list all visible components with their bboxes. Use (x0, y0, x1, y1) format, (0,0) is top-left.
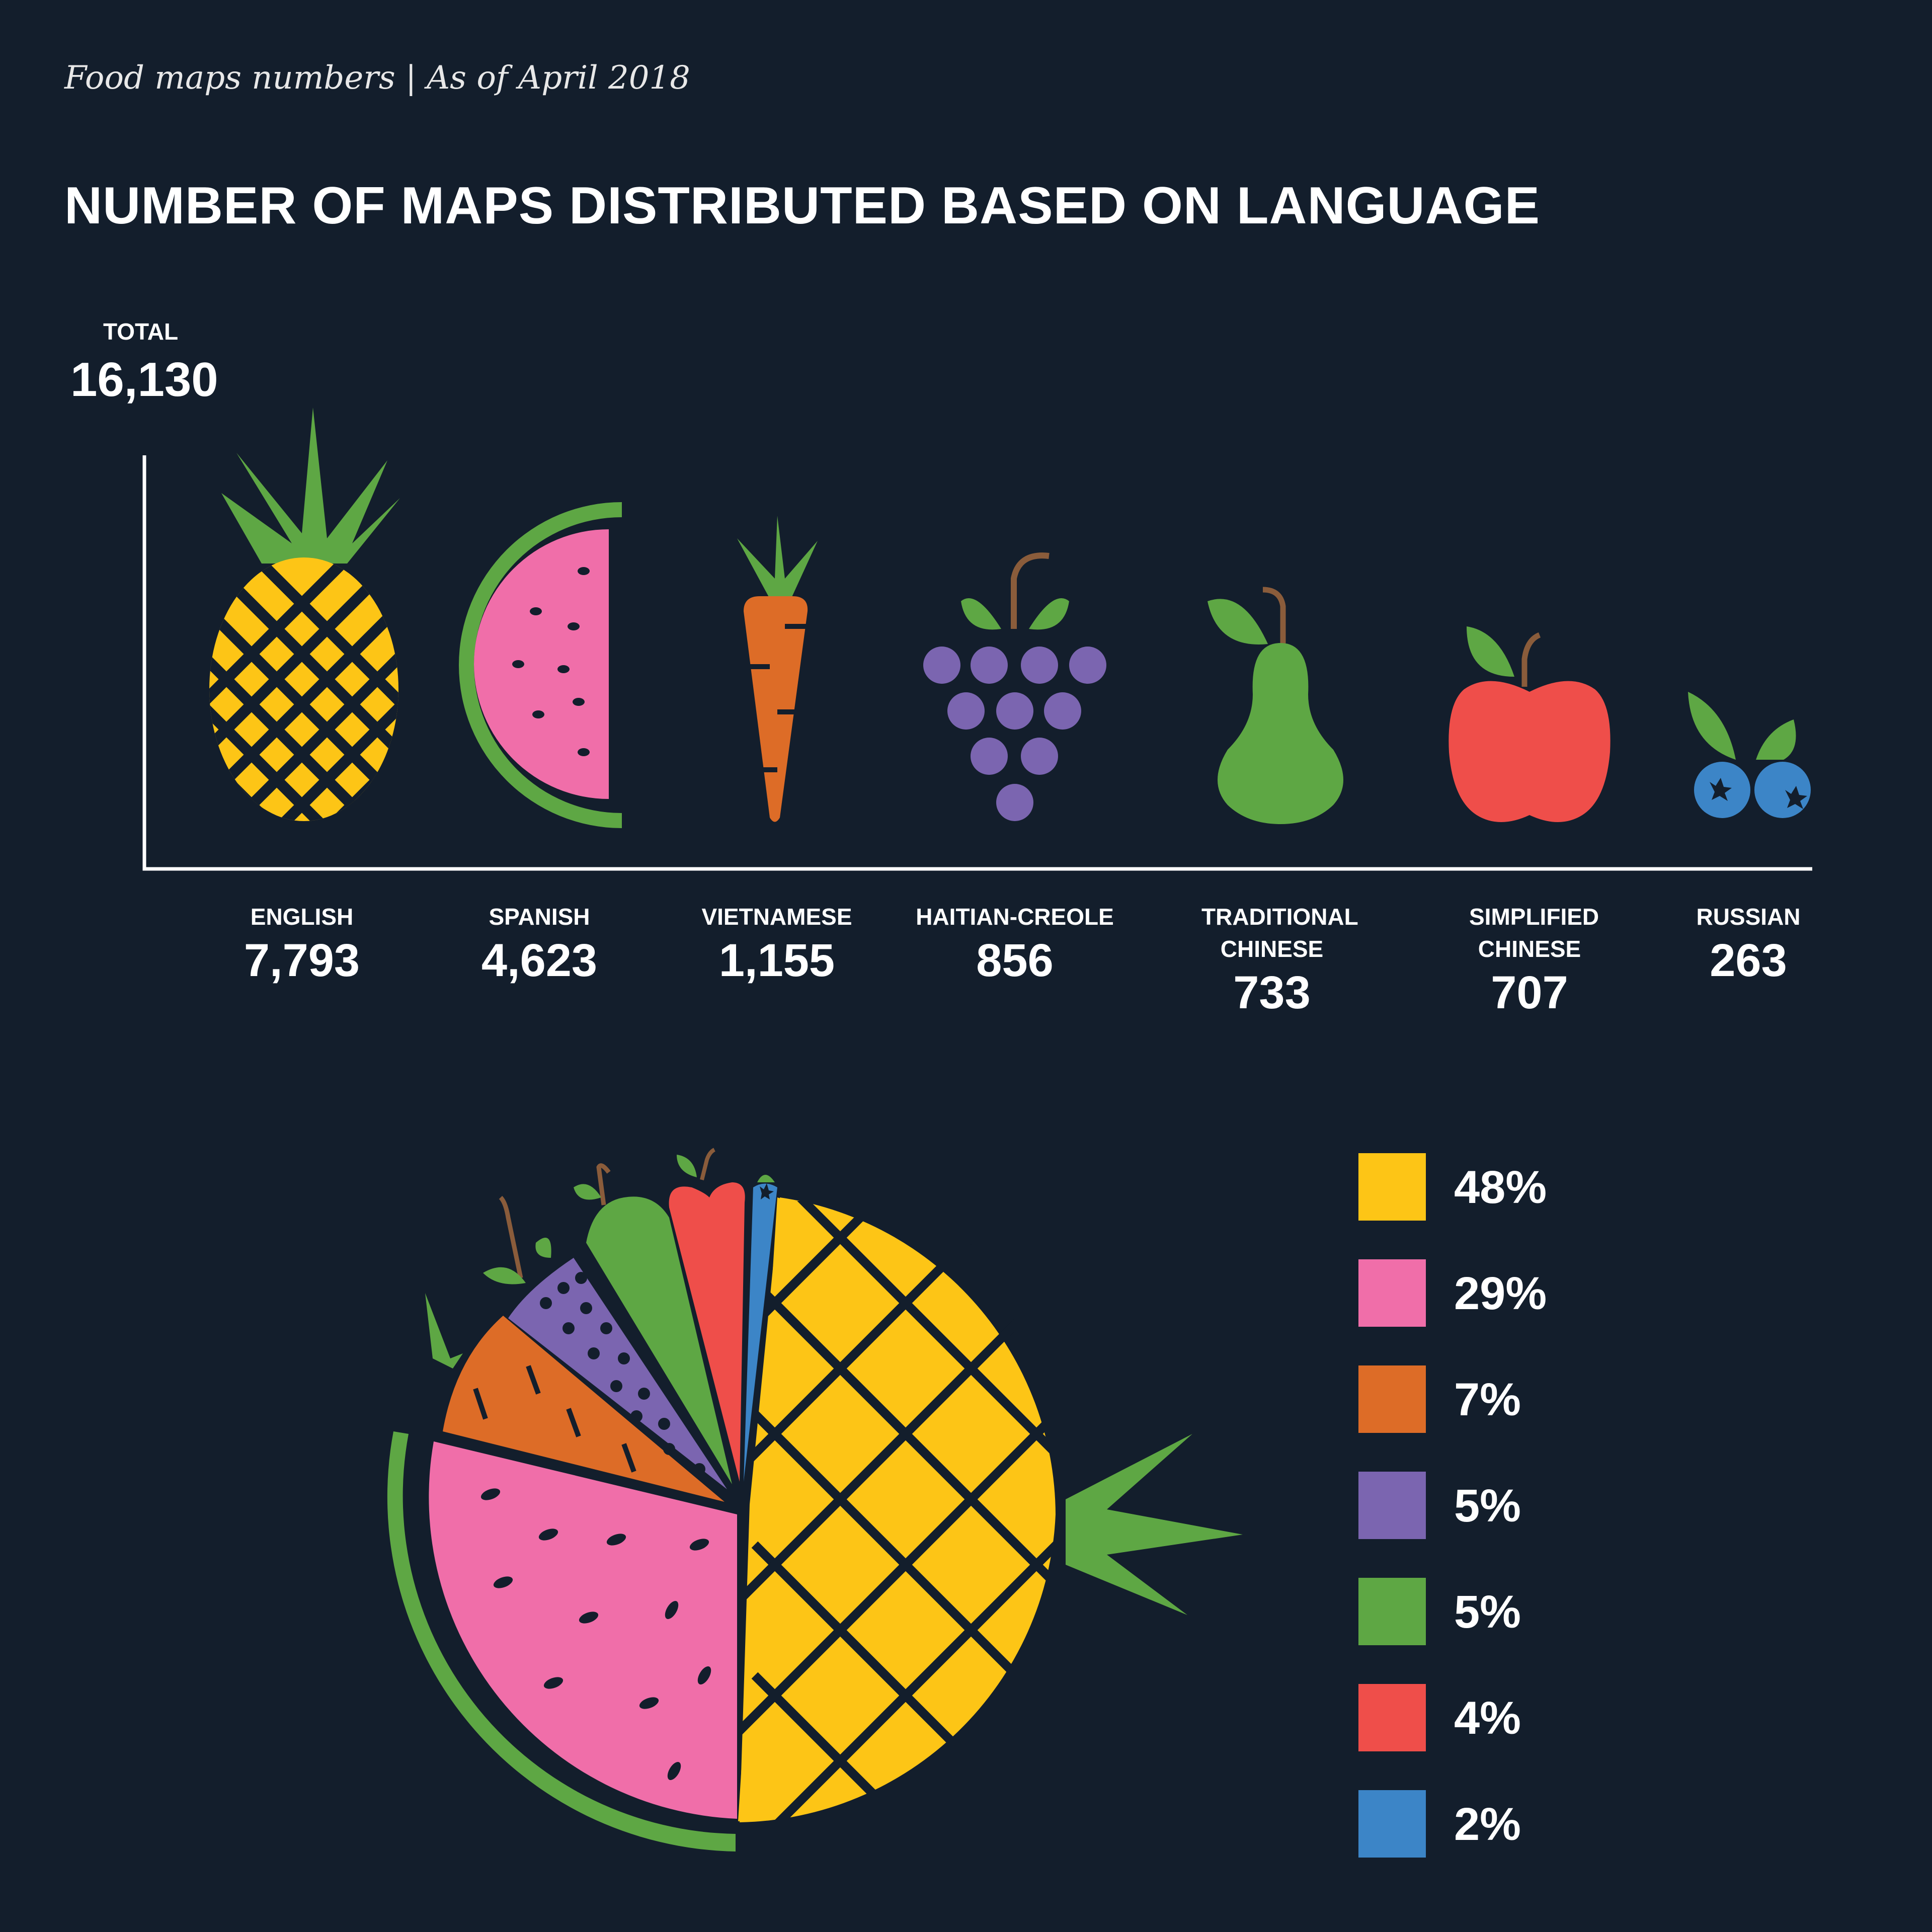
pie-slice-simplified-chinese (669, 1182, 745, 1482)
subtitle: Food maps numbers | As of April 2018 (64, 59, 690, 97)
carrot-icon (737, 516, 818, 822)
legend-label: 2% (1454, 1799, 1521, 1850)
apple-icon (1448, 626, 1611, 822)
legend-item: 48% (1358, 1153, 1660, 1221)
category-value: 1,155 (718, 935, 835, 986)
legend-swatch (1358, 1790, 1426, 1858)
pie-grape-dots (540, 1272, 705, 1475)
legend-item: 4% (1358, 1684, 1660, 1752)
pie-slice-english-body (740, 1197, 1056, 1822)
legend-item: 29% (1358, 1259, 1660, 1327)
axis-lines (142, 455, 1812, 871)
pie-pineapple-leaves (1066, 1434, 1243, 1615)
pie-grapes-stem (499, 1195, 523, 1278)
legend-label: 29% (1454, 1268, 1547, 1319)
legend-item: 2% (1358, 1790, 1660, 1858)
pineapple-icon (209, 408, 400, 821)
total-value: 16,130 (70, 353, 218, 407)
legend-label: 4% (1454, 1693, 1521, 1744)
category-value: 856 (976, 935, 1054, 986)
category-vietnamese: VIETNAMESE 1,155 (646, 901, 908, 988)
category-value: 4,623 (481, 935, 598, 986)
category-label: TRADITIONAL CHINESE (1201, 904, 1358, 962)
grapes-icon (923, 552, 1106, 821)
category-label: SIMPLIFIED CHINESE (1469, 904, 1599, 962)
legend-label: 48% (1454, 1162, 1547, 1213)
total-label: TOTAL (103, 318, 179, 345)
pie-carrot-marks (473, 1365, 636, 1473)
legend-swatch (1358, 1578, 1426, 1645)
pie-grapes-leaf (483, 1267, 526, 1284)
pie-slice-haitian-creole (508, 1258, 727, 1489)
category-label: HAITIAN-CREOLE (916, 904, 1114, 930)
pie-pineapple-grid (740, 1201, 1057, 1821)
pie-slice-russian (744, 1183, 777, 1482)
legend-item: 5% (1358, 1578, 1660, 1646)
watermelon-icon (459, 502, 622, 828)
pie-slice-vietnamese (443, 1316, 725, 1502)
legend-swatch (1358, 1684, 1426, 1751)
category-spanish: SPANISH 4,623 (409, 901, 670, 988)
legend-item: 7% (1358, 1365, 1660, 1433)
category-value: 7,793 (244, 935, 360, 986)
blueberries-icon (1688, 692, 1811, 818)
legend-swatch (1358, 1472, 1426, 1539)
category-russian: RUSSIAN 263 (1618, 901, 1879, 988)
category-value: 707 (1491, 967, 1568, 1018)
category-simplified-chinese: SIMPLIFIED CHINESE 707 (1399, 901, 1660, 1020)
category-value: 733 (1233, 967, 1311, 1018)
pie-slice-spanish (429, 1441, 737, 1819)
pear-icon (1208, 587, 1343, 824)
legend-label: 5% (1454, 1586, 1521, 1638)
category-value: 263 (1710, 935, 1787, 986)
page-title: NUMBER OF MAPS DISTRIBUTED BASED ON LANG… (64, 177, 1540, 235)
category-label: VIETNAMESE (701, 904, 852, 930)
pie-slice-traditional-chinese (586, 1196, 732, 1484)
pie-carrot-leaves (372, 1293, 463, 1369)
legend-swatch (1358, 1365, 1426, 1433)
legend-swatch (1358, 1153, 1426, 1221)
category-label: SPANISH (489, 904, 590, 930)
category-label: RUSSIAN (1696, 904, 1801, 930)
category-traditional-chinese: TRADITIONAL CHINESE 733 (1141, 901, 1403, 1020)
pie-watermelon-seeds (480, 1488, 711, 1781)
category-haitian-creole: HAITIAN-CREOLE 856 (884, 901, 1146, 988)
legend-item: 5% (1358, 1472, 1660, 1540)
legend-label: 5% (1454, 1480, 1521, 1532)
legend-swatch (1358, 1259, 1426, 1327)
category-english: ENGLISH 7,793 (171, 901, 433, 988)
legend-label: 7% (1454, 1374, 1521, 1425)
category-label: ENGLISH (250, 904, 354, 930)
